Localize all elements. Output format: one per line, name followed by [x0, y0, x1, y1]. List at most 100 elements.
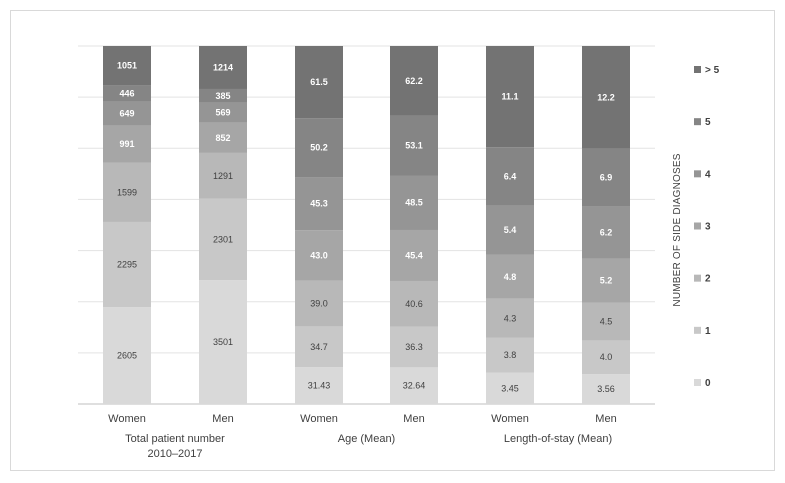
data-label: 4.8: [504, 272, 517, 282]
data-label: 4.5: [600, 316, 613, 326]
legend-swatch: [694, 379, 701, 386]
bar-segment: [199, 88, 247, 103]
legend-entry: 1: [705, 326, 711, 337]
bar-segment: [199, 122, 247, 153]
bar-segment: [390, 280, 438, 327]
data-label: 45.4: [405, 250, 423, 260]
bar-segment: [486, 147, 534, 206]
bar-segment: [486, 46, 534, 148]
data-label: 1599: [117, 187, 137, 197]
bar-segment: [582, 340, 630, 375]
category-label: Men: [403, 413, 424, 425]
data-label: 3.45: [501, 383, 519, 393]
bar-segment: [103, 162, 151, 222]
bar-segment: [486, 298, 534, 338]
legend-swatch: [694, 326, 701, 334]
bar-segment: [199, 280, 247, 404]
category-label: Men: [595, 413, 616, 425]
data-label: 1291: [213, 171, 233, 181]
bar-segment: [582, 206, 630, 259]
data-label: 2605: [117, 351, 137, 361]
bar-segment: [295, 280, 343, 327]
bar-segment: [390, 367, 438, 404]
legend-swatch: [694, 66, 701, 73]
bar-segment: [390, 46, 438, 116]
data-label: 2301: [213, 234, 233, 244]
bar-segment: [390, 229, 438, 281]
category-label: Women: [108, 413, 146, 425]
data-label: 4.3: [504, 313, 517, 323]
legend-entry: 2: [705, 274, 711, 285]
data-label: 12.2: [597, 92, 615, 102]
bar-segment: [199, 198, 247, 281]
bar-segment: [199, 46, 247, 89]
legend-entry: 5: [705, 117, 711, 128]
data-label: 40.6: [405, 299, 423, 309]
data-label: 852: [215, 133, 230, 143]
bar-segment: [295, 230, 343, 281]
bar-segment: [103, 101, 151, 126]
legend-swatch: [694, 170, 701, 178]
axis-labels: Women Men Total patient number 2010–2017 Wom…: [108, 413, 617, 460]
legend-title: NUMBER OF SIDE DIAGNOSES: [672, 153, 683, 306]
data-label: 39.0: [310, 299, 328, 309]
bar-segment: [582, 374, 630, 404]
bar-segment: [582, 148, 630, 207]
legend: > 5 5 4 3 2 1 0 NUMBER OF SIDE DIAGNOSES: [672, 65, 720, 389]
bar-segment: [103, 85, 151, 102]
data-label: 5.2: [600, 276, 613, 286]
legend-swatch: [694, 118, 701, 126]
data-label: 649: [119, 109, 134, 119]
bar-segment: [103, 46, 151, 86]
data-label: 6.9: [600, 173, 613, 183]
group-label: Length-of-stay (Mean): [504, 433, 612, 445]
group-label: Total patient number: [125, 433, 225, 445]
bar-segment: [582, 46, 630, 149]
data-label: 43.0: [310, 250, 328, 260]
data-label: 5.4: [504, 225, 517, 235]
legend-swatch: [694, 222, 701, 230]
bar-segment: [390, 115, 438, 176]
data-label: 1051: [117, 61, 137, 71]
data-label: 36.3: [405, 342, 423, 352]
bar-segment: [199, 102, 247, 123]
bar-segment: [486, 254, 534, 299]
data-label: 53.1: [405, 141, 423, 151]
data-label: 62.2: [405, 76, 423, 86]
data-label: 569: [215, 108, 230, 118]
legend-entry: > 5: [705, 65, 720, 76]
data-label: 6.2: [600, 228, 613, 238]
data-label: 6.4: [504, 171, 517, 181]
bars: 2605 2295 1599 991 649 446 1051 3501 2301 1291 852…: [103, 46, 630, 404]
group-label: Age (Mean): [338, 433, 395, 445]
data-label: 32.64: [403, 381, 426, 391]
data-label: 2295: [117, 260, 137, 270]
bar-segment: [295, 177, 343, 231]
bar-segment: [103, 307, 151, 404]
bar-segment: [390, 326, 438, 368]
data-label: 385: [215, 91, 230, 101]
bar-segment: [295, 46, 343, 119]
bar-segment: [103, 221, 151, 308]
bar-segment: [295, 326, 343, 368]
data-label: 3.56: [597, 384, 615, 394]
category-label: Men: [212, 413, 233, 425]
data-label: 61.5: [310, 77, 328, 87]
bar-segment: [486, 337, 534, 373]
data-label: 446: [119, 88, 134, 98]
data-label: 31.43: [308, 381, 331, 391]
bar-segment: [295, 367, 343, 404]
bar-segment: [486, 372, 534, 404]
bar-segment: [199, 152, 247, 199]
data-label: 1214: [213, 62, 233, 72]
data-label: 48.5: [405, 198, 423, 208]
data-label: 50.2: [310, 143, 328, 153]
bar-segment: [582, 258, 630, 303]
category-label: Women: [491, 413, 529, 425]
group-label: 2010–2017: [147, 448, 202, 460]
legend-entry: 0: [705, 378, 711, 389]
data-label: 45.3: [310, 199, 328, 209]
category-label: Women: [300, 413, 338, 425]
legend-entry: 4: [705, 169, 711, 180]
